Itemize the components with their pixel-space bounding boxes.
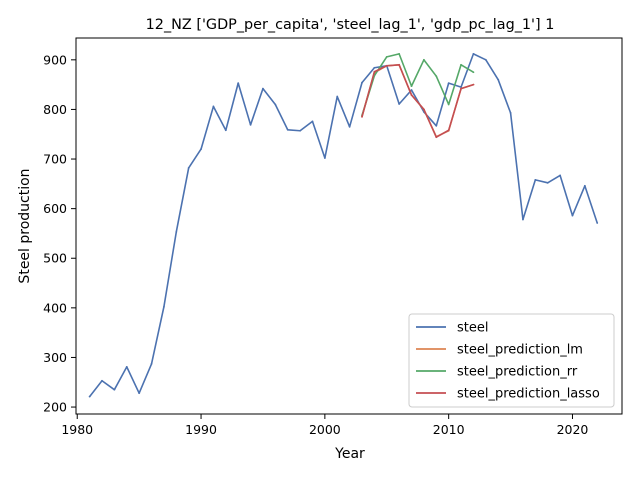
data-point — [472, 83, 475, 86]
chart-title: 12_NZ ['GDP_per_capita', 'steel_lag_1', … — [146, 17, 555, 33]
data-point — [150, 363, 153, 365]
data-point — [311, 120, 314, 123]
series-line-steel_prediction_lasso — [361, 63, 474, 139]
data-point — [336, 95, 339, 98]
data-point — [274, 103, 277, 106]
data-point — [472, 71, 475, 74]
data-point — [361, 115, 363, 118]
data-point — [398, 52, 401, 55]
data-point — [447, 103, 450, 106]
data-point — [101, 379, 103, 382]
data-point — [435, 124, 438, 127]
legend-box — [408, 313, 615, 408]
data-point — [249, 123, 252, 126]
data-point — [212, 105, 215, 108]
series-steel_prediction_lasso — [361, 63, 475, 139]
y-axis-label: Steel production — [17, 168, 33, 283]
legend-item: steel_prediction_lm — [416, 343, 583, 358]
data-point — [460, 87, 462, 90]
data-point — [447, 82, 450, 85]
x-axis-label: Year — [334, 446, 365, 462]
x-tick-label: 2010 — [433, 422, 465, 437]
y-tick-label: 400 — [43, 300, 67, 315]
data-point — [435, 136, 438, 139]
data-point — [262, 87, 264, 90]
data-point — [472, 52, 475, 55]
y-tick-label: 600 — [43, 201, 67, 216]
data-point — [410, 85, 413, 88]
data-point — [447, 129, 450, 132]
data-point — [435, 75, 438, 78]
series-steel — [88, 52, 599, 398]
data-point — [163, 305, 165, 308]
data-point — [509, 112, 512, 114]
legend-label: steel_prediction_lasso — [457, 387, 600, 402]
plot-frame — [75, 37, 623, 415]
data-point — [125, 365, 128, 368]
y-tick-label: 500 — [43, 251, 67, 266]
data-point — [484, 58, 487, 61]
series-line-steel_prediction_rr — [361, 53, 474, 116]
y-tick-label: 900 — [43, 52, 67, 67]
data-point — [361, 81, 363, 84]
data-point — [546, 181, 549, 184]
data-point — [200, 148, 202, 151]
data-point — [460, 63, 462, 66]
x-tick-label: 2020 — [557, 422, 589, 437]
data-point — [559, 174, 561, 177]
data-point — [323, 157, 326, 159]
data-point — [522, 218, 524, 221]
data-point — [571, 214, 574, 217]
data-point — [410, 94, 413, 96]
data-point — [187, 167, 190, 169]
x-axis: 1980 1990 2000 2010 2020 — [61, 414, 588, 437]
data-point — [373, 66, 376, 69]
data-point — [398, 63, 401, 66]
data-point — [88, 395, 91, 398]
legend-item: steel_prediction_rr — [416, 365, 578, 380]
legend-label: steel_prediction_lm — [457, 343, 583, 358]
x-tick-label: 1990 — [185, 422, 217, 437]
x-tick-label: 2000 — [309, 422, 341, 437]
data-point — [596, 222, 599, 224]
data-point — [497, 78, 500, 81]
data-point — [460, 86, 462, 89]
legend: steel steel_prediction_lm steel_prediction… — [408, 313, 615, 408]
data-point — [113, 388, 116, 391]
data-point — [534, 178, 537, 181]
legend-item: steel_prediction_lasso — [416, 387, 600, 402]
data-point — [423, 58, 425, 61]
data-point — [385, 64, 388, 67]
data-point — [410, 89, 413, 91]
x-tick-label: 1980 — [61, 422, 93, 437]
data-point — [175, 231, 178, 233]
legend-item: steel — [416, 321, 488, 336]
data-point — [423, 108, 425, 111]
data-point — [373, 70, 376, 73]
data-point — [299, 129, 301, 132]
legend-label: steel — [457, 321, 488, 336]
y-axis: 200 300 400 500 600 700 800 900 — [43, 52, 76, 415]
data-point — [237, 82, 240, 85]
data-point — [224, 129, 227, 132]
data-point — [348, 125, 351, 128]
y-tick-label: 800 — [43, 102, 67, 117]
data-point — [583, 184, 586, 187]
y-tick-label: 200 — [43, 400, 67, 415]
data-point — [385, 55, 388, 58]
legend-label: steel_prediction_rr — [457, 365, 578, 380]
data-point — [398, 103, 401, 105]
data-point — [286, 128, 289, 131]
y-tick-label: 700 — [43, 152, 67, 167]
y-tick-label: 300 — [43, 350, 67, 365]
data-point — [138, 392, 141, 395]
series-line-steel — [88, 53, 598, 398]
plot-area — [75, 37, 623, 415]
